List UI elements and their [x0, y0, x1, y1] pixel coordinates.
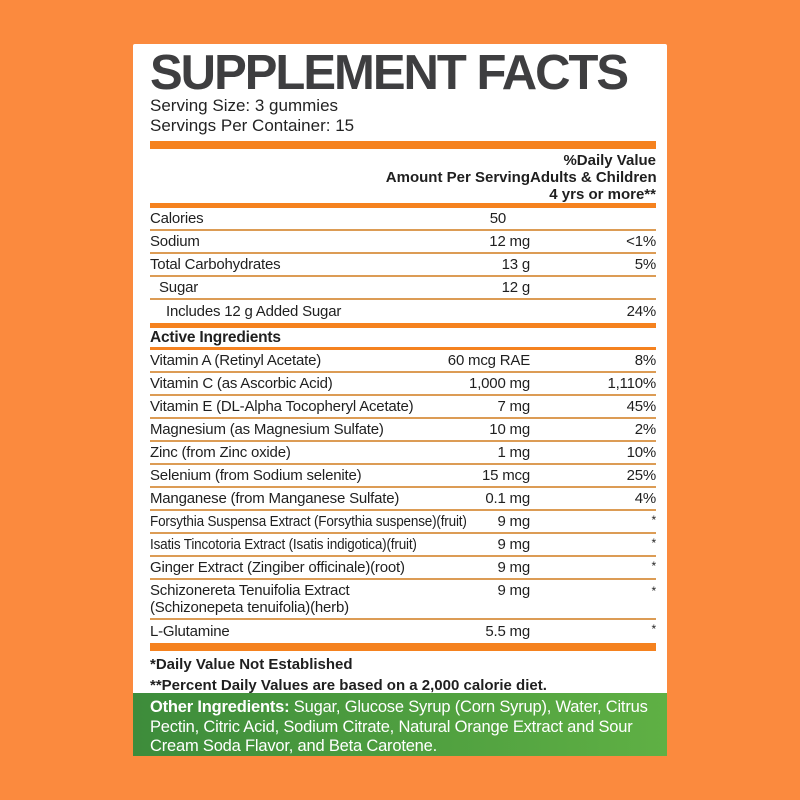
- row-daily-value: *: [651, 536, 657, 550]
- column-header-adults-children: Adults & Children: [530, 169, 657, 186]
- row-daily-value: <1%: [626, 233, 656, 250]
- row-amount: 10 mg: [489, 421, 530, 438]
- row-daily-value: 5%: [634, 256, 656, 273]
- row-amount: 0.1 mg: [485, 490, 530, 507]
- table-row-schizonereta: Schizonereta Tenuifolia Extract (Schizon…: [150, 580, 656, 620]
- footnote-daily-value: *Daily Value Not Established: [150, 656, 353, 673]
- row-name: Selenium (from Sodium selenite): [150, 467, 362, 484]
- row-name: L-Glutamine: [150, 623, 230, 640]
- row-daily-value: 4%: [634, 490, 656, 507]
- row-amount: 9 mg: [497, 582, 530, 599]
- table-row-zinc: Zinc (from Zinc oxide) 1 mg 10%: [150, 442, 656, 465]
- row-amount: 9 mg: [497, 559, 530, 576]
- row-name: Vitamin A (Retinyl Acetate): [150, 352, 322, 369]
- supplement-facts-panel: SUPPLEMENT FACTS Serving Size: 3 gummies…: [133, 44, 667, 756]
- column-header-amount-per-serving: Amount Per Serving: [385, 169, 530, 186]
- section-title: Active Ingredients: [150, 328, 281, 346]
- row-daily-value: *: [651, 584, 657, 598]
- row-name: Sugar: [159, 279, 199, 296]
- table-row-vitamin-a: Vitamin A (Retinyl Acetate) 60 mcg RAE 8…: [150, 350, 656, 373]
- row-amount: 60 mcg RAE: [447, 352, 530, 369]
- row-daily-value: 1,110%: [607, 375, 656, 392]
- table-row-ginger: Ginger Extract (Zingiber officinale)(roo…: [150, 557, 656, 580]
- other-ingredients-text: Sugar, Glucose Syrup (Corn Syrup), Water…: [150, 698, 648, 755]
- table-row-selenium: Selenium (from Sodium selenite) 15 mcg 2…: [150, 465, 656, 488]
- table-row-total-carbohydrates: Total Carbohydrates 13 g 5%: [150, 254, 656, 277]
- row-daily-value: 2%: [634, 421, 656, 438]
- row-amount: 1 mg: [497, 444, 530, 461]
- divider-bar-header: [150, 203, 656, 208]
- row-name: Total Carbohydrates: [150, 256, 281, 273]
- table-row-sugar: Sugar 12 g: [150, 277, 656, 300]
- column-header-age-group: 4 yrs or more**: [549, 186, 656, 203]
- serving-size-text: Serving Size: 3 gummies: [150, 96, 339, 115]
- section-header-active-ingredients: Active Ingredients: [150, 328, 656, 347]
- row-amount: 5.5 mg: [485, 623, 530, 640]
- table-row-calories: Calories 50: [150, 208, 656, 231]
- row-amount: 12 mg: [489, 233, 530, 250]
- divider-bar-top: [150, 141, 656, 149]
- servings-per-container-text: Servings Per Container: 15: [150, 116, 355, 135]
- table-row-vitamin-e: Vitamin E (DL-Alpha Tocopheryl Acetate) …: [150, 396, 656, 419]
- table-row-isatis: Isatis Tincotoria Extract (Isatis indigo…: [150, 534, 656, 557]
- panel-title: SUPPLEMENT FACTS: [150, 46, 629, 100]
- row-daily-value: *: [651, 513, 657, 527]
- table-row-sodium: Sodium 12 mg <1%: [150, 231, 656, 254]
- divider-bar-active-ingredients-top: [150, 323, 656, 328]
- row-name: Vitamin C (as Ascorbic Acid): [150, 375, 333, 392]
- table-row-l-glutamine: L-Glutamine 5.5 mg *: [150, 620, 656, 643]
- table-row-vitamin-c: Vitamin C (as Ascorbic Acid) 1,000 mg 1,…: [150, 373, 656, 396]
- row-amount: 7 mg: [497, 398, 530, 415]
- divider-bar-active-ingredients-bottom: [150, 347, 656, 350]
- row-name: Magnesium (as Magnesium Sulfate): [150, 421, 384, 438]
- row-name: Ginger Extract (Zingiber officinale)(roo…: [150, 559, 405, 576]
- row-name: Schizonereta Tenuifolia Extract: [150, 582, 350, 599]
- column-header-daily-value: %Daily Value: [563, 152, 656, 169]
- row-name: Vitamin E (DL-Alpha Tocopheryl Acetate): [150, 398, 414, 415]
- row-daily-value: *: [651, 622, 657, 636]
- row-daily-value: 8%: [634, 352, 656, 369]
- table-row-forsythia: Forsythia Suspensa Extract (Forsythia su…: [150, 511, 656, 534]
- other-ingredients-band: Other Ingredients: Sugar, Glucose Syrup …: [133, 693, 667, 756]
- row-daily-value: 25%: [626, 467, 657, 484]
- row-daily-value: 10%: [626, 444, 657, 461]
- row-name: Sodium: [150, 233, 200, 250]
- table-row-manganese: Manganese (from Manganese Sulfate) 0.1 m…: [150, 488, 656, 511]
- row-amount: 15 mcg: [482, 467, 530, 484]
- row-name: Calories: [150, 210, 204, 227]
- row-amount: 13 g: [501, 256, 531, 273]
- row-daily-value: 24%: [626, 303, 657, 320]
- row-name-line2: (Schizonepeta tenuifolia)(herb): [150, 599, 349, 616]
- row-name: Zinc (from Zinc oxide): [150, 444, 291, 461]
- row-name: Forsythia Suspensa Extract (Forsythia su…: [150, 513, 467, 530]
- divider-bar-bottom: [150, 643, 656, 651]
- row-name: Isatis Tincotoria Extract (Isatis indigo…: [150, 536, 417, 553]
- row-amount: 12 g: [501, 279, 531, 296]
- row-amount: 50: [489, 210, 506, 227]
- table-row-added-sugar: Includes 12 g Added Sugar 24%: [150, 300, 656, 323]
- row-amount: 1,000 mg: [469, 375, 530, 392]
- row-amount: 9 mg: [497, 513, 530, 530]
- row-daily-value: 45%: [626, 398, 657, 415]
- table-row-magnesium: Magnesium (as Magnesium Sulfate) 10 mg 2…: [150, 419, 656, 442]
- footnote-percent-daily-values: **Percent Daily Values are based on a 2,…: [150, 677, 547, 694]
- table-header: %Daily Value Amount Per Serving Adults &…: [150, 152, 657, 203]
- row-amount: 9 mg: [497, 536, 530, 553]
- row-name: Includes 12 g Added Sugar: [166, 303, 342, 320]
- row-name: Manganese (from Manganese Sulfate): [150, 490, 400, 507]
- other-ingredients-label: Other Ingredients:: [150, 698, 290, 716]
- row-daily-value: *: [651, 559, 657, 573]
